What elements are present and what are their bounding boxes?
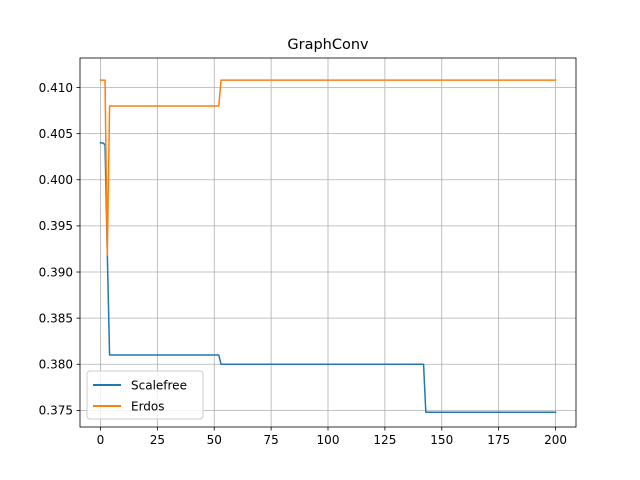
x-tick-label: 50 [207, 433, 222, 447]
y-tick-label: 0.375 [39, 404, 73, 418]
axes-ticks: 0 25 50 75 100 125 150 175 200 0.375 0.380 0.385 0.3… [39, 81, 567, 447]
legend-label-scalefree: Scalefree [131, 379, 187, 393]
y-tick-label: 0.385 [39, 311, 73, 325]
y-tick-label: 0.400 [39, 173, 73, 187]
series-line-erdos [99, 79, 557, 257]
x-tick-label: 125 [373, 433, 396, 447]
legend-label-erdos: Erdos [131, 400, 165, 414]
y-tick-label: 0.405 [39, 127, 73, 141]
x-tick-label: 75 [263, 433, 278, 447]
x-tick-label: 200 [544, 433, 567, 447]
x-tick-label: 0 [97, 433, 105, 447]
y-tick-label: 0.395 [39, 219, 73, 233]
y-tick-label: 0.380 [39, 358, 73, 372]
series-line-scalefree [99, 142, 557, 413]
x-tick-label: 175 [487, 433, 510, 447]
x-tick-label: 150 [430, 433, 453, 447]
chart-title: GraphConv [287, 37, 369, 53]
legend: Scalefree Erdos [86, 370, 204, 420]
x-tick-label: 100 [317, 433, 340, 447]
x-tick-label: 25 [150, 433, 165, 447]
y-tick-label: 0.390 [39, 265, 73, 279]
y-tick-label: 0.410 [39, 81, 73, 95]
series-layer [99, 79, 557, 413]
